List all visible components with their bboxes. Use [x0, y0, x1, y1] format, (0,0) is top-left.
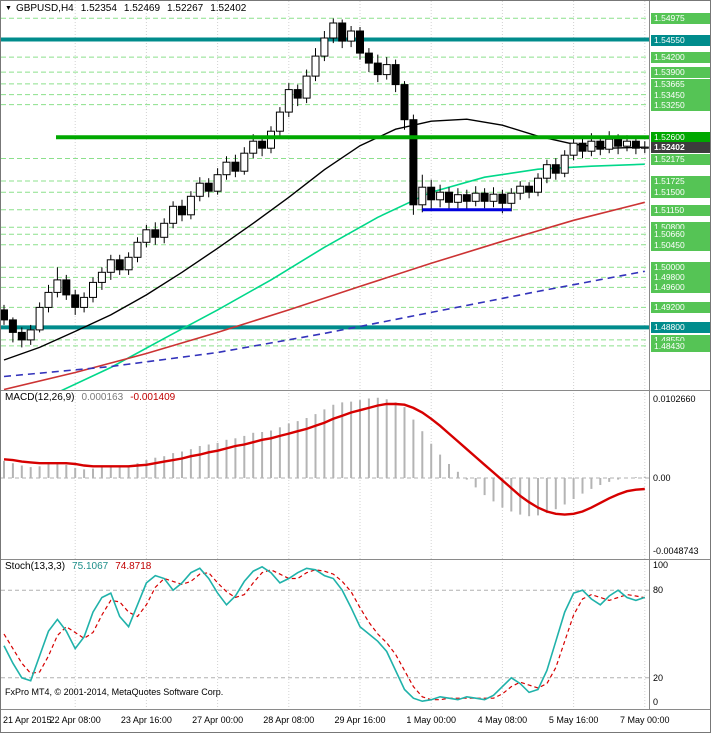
close-value: 1.52402	[210, 3, 247, 14]
stochastic-chart[interactable]	[1, 559, 649, 709]
stoch-label: Stoch(13,3,3)	[5, 561, 66, 572]
price-level-label: 1.53665	[651, 78, 710, 90]
stoch-main-value: 75.1067	[72, 561, 109, 572]
price-level-label: 1.51150	[651, 204, 710, 216]
time-axis-label: 27 Apr 00:00	[192, 715, 244, 725]
stoch-scale-label: 80	[653, 585, 664, 596]
price-level-label: 1.49600	[651, 282, 710, 294]
time-axis-label: 29 Apr 16:00	[334, 715, 386, 725]
price-level-label: 1.49800	[651, 272, 710, 284]
price-level-label: 1.51725	[651, 176, 710, 187]
time-axis-label: 23 Apr 16:00	[120, 715, 172, 725]
macd-scale-max: 0.0102660	[653, 394, 696, 404]
price-level-label: 1.52175	[651, 153, 710, 165]
time-axis[interactable]: 21 Apr 2015 22 Apr 08:00 23 Apr 16:00 27 Ap…	[1, 709, 710, 732]
time-axis-label: 22 Apr 08:00	[49, 715, 101, 725]
time-axis-label: 28 Apr 08:00	[263, 715, 315, 725]
price-level-label: 1.53900	[651, 67, 710, 79]
time-axis-label: 21 Apr 2015	[3, 715, 52, 725]
macd-scale-min: -0.0048743	[653, 546, 699, 556]
time-axis-label: 4 May 08:00	[477, 715, 528, 725]
time-axis-label: 1 May 00:00	[406, 715, 456, 725]
price-level-label: 1.51500	[651, 187, 710, 199]
stoch-scale-label: 20	[653, 672, 664, 683]
price-level-label: 1.50000	[651, 262, 710, 274]
price-level-label: 1.54550	[651, 34, 710, 46]
price-level-label: 1.52600	[651, 132, 710, 144]
open-value: 1.52354	[80, 3, 117, 14]
stoch-signal-value: 74.8718	[115, 561, 152, 572]
symbol-dropdown-icon[interactable]: ▼	[5, 5, 12, 12]
time-axis-label: 5 May 16:00	[548, 715, 599, 725]
chart-header: ▼ GBPUSD,H4 1.52354 1.52469 1.52267 1.52402	[5, 3, 246, 14]
price-level-label: 1.48430	[651, 340, 710, 352]
macd-label: MACD(12,26,9)	[5, 392, 75, 403]
panel-separator	[1, 709, 710, 710]
macd-scale-zero: 0.00	[653, 473, 671, 483]
price-level-label: 1.54975	[651, 13, 710, 25]
copyright-text: FxPro MT4, © 2001-2014, MetaQuotes Softw…	[5, 687, 224, 697]
macd-header: MACD(12,26,9) 0.000163 -0.001409	[5, 392, 175, 403]
stochastic-panel[interactable]: Stoch(13,3,3) 75.1067 74.8718	[1, 559, 649, 709]
price-chart-panel[interactable]: ▼ GBPUSD,H4 1.52354 1.52469 1.52267 1.52402	[1, 1, 649, 390]
price-level-label: 1.48800	[651, 322, 710, 334]
low-value: 1.52267	[167, 3, 204, 14]
price-level-label: 1.53250	[651, 99, 710, 111]
macd-panel[interactable]: MACD(12,26,9) 0.000163 -0.001409	[1, 390, 649, 559]
macd-signal-value: -0.001409	[130, 392, 176, 403]
panel-separator[interactable]	[1, 559, 710, 560]
price-level-label: 1.54200	[651, 52, 710, 64]
price-scale[interactable]: 1.54975 1.54550 1.54200 1.53900 1.53665 1.534…	[649, 1, 710, 732]
symbol-period-label: GBPUSD,H4	[15, 3, 74, 14]
panel-separator[interactable]	[1, 390, 710, 391]
macd-chart[interactable]	[1, 390, 649, 559]
macd-main-value: 0.000163	[81, 392, 124, 403]
candlestick-chart[interactable]	[1, 1, 649, 390]
high-value: 1.52469	[123, 3, 161, 14]
stoch-header: Stoch(13,3,3) 75.1067 74.8718	[5, 561, 151, 572]
price-level-label: 1.50800	[651, 222, 710, 234]
price-level-label: 1.48550	[651, 334, 710, 346]
stoch-scale-label: 100	[653, 560, 669, 570]
time-axis-label: 7 May 00:00	[620, 715, 670, 725]
price-level-label: 1.53450	[651, 89, 710, 101]
price-level-label: 1.50660	[651, 229, 710, 241]
price-level-label: 1.50450	[651, 239, 710, 251]
stoch-scale-label: 0	[653, 697, 659, 707]
price-level-label: 1.49200	[651, 302, 710, 314]
current-price-label: 1.52402	[651, 142, 710, 154]
